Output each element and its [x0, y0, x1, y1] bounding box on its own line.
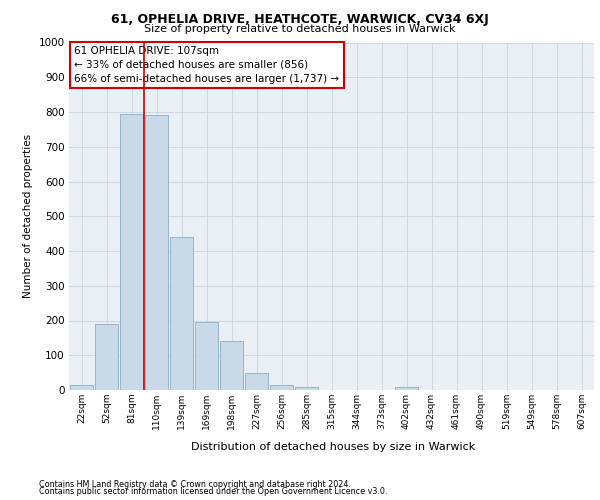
Bar	[170, 237, 193, 390]
Bar	[145, 116, 168, 390]
Text: 61 OPHELIA DRIVE: 107sqm
← 33% of detached houses are smaller (856)
66% of semi-: 61 OPHELIA DRIVE: 107sqm ← 33% of detach…	[74, 46, 340, 84]
Bar	[395, 386, 418, 390]
Y-axis label: Number of detached properties: Number of detached properties	[23, 134, 33, 298]
Bar	[195, 322, 218, 390]
Bar	[245, 372, 268, 390]
Text: Size of property relative to detached houses in Warwick: Size of property relative to detached ho…	[144, 24, 456, 34]
Text: 61, OPHELIA DRIVE, HEATHCOTE, WARWICK, CV34 6XJ: 61, OPHELIA DRIVE, HEATHCOTE, WARWICK, C…	[111, 12, 489, 26]
Text: Contains HM Land Registry data © Crown copyright and database right 2024.: Contains HM Land Registry data © Crown c…	[39, 480, 351, 489]
Bar	[70, 385, 93, 390]
Text: Contains public sector information licensed under the Open Government Licence v3: Contains public sector information licen…	[39, 488, 388, 496]
Bar	[220, 342, 243, 390]
Bar	[270, 385, 293, 390]
Bar	[295, 386, 318, 390]
Text: Distribution of detached houses by size in Warwick: Distribution of detached houses by size …	[191, 442, 475, 452]
Bar	[120, 114, 143, 390]
Bar	[95, 324, 118, 390]
